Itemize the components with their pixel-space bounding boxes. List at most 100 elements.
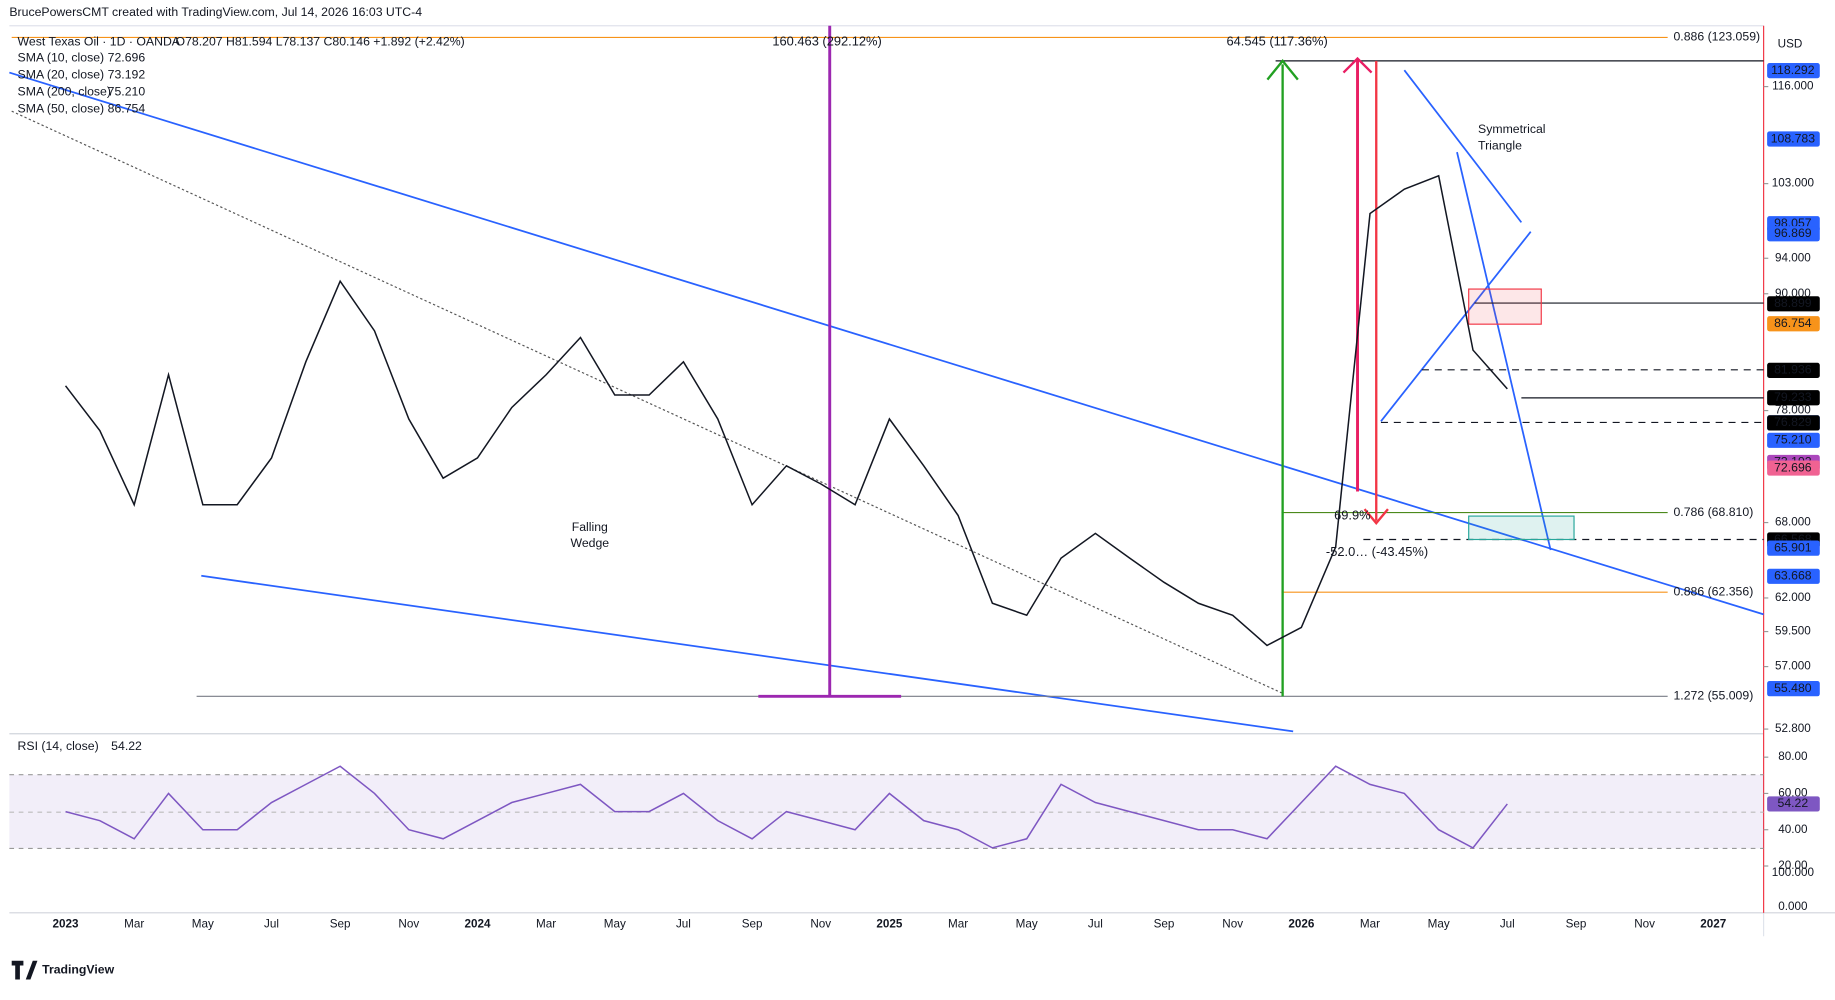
legend-name: SMA (10, close)	[18, 51, 105, 65]
price-tag-label: 65.901	[1774, 540, 1812, 554]
y-tick-label: 62.000	[1775, 591, 1811, 604]
price-tag-label: 63.668	[1774, 569, 1812, 583]
plot: 116.000103.00094.00090.00078.00068.00062…	[53, 63, 1820, 931]
y-tick-label: 94.000	[1775, 251, 1811, 264]
x-tick-label: Mar	[124, 918, 144, 931]
x-tick-label: Nov	[398, 918, 419, 931]
x-tick-label: Jul	[1088, 918, 1103, 931]
legend-value: 86.754	[108, 102, 146, 116]
x-tick-label: 2026	[1288, 918, 1315, 931]
x-tick-label: May	[1016, 918, 1038, 931]
currency: USD	[1778, 38, 1803, 51]
up-arrow-head	[1266, 58, 1299, 81]
x-tick-label: Nov	[810, 918, 831, 931]
annotation: 69.9%	[1334, 507, 1370, 522]
down-arrow-head	[1363, 508, 1389, 525]
price-tag	[1767, 540, 1820, 556]
range-arrow-head	[1342, 56, 1373, 74]
price-tag-label: 76.829	[1774, 415, 1812, 429]
legend-name: SMA (50, close)	[18, 102, 105, 116]
y-tick-label: 116.000	[1772, 80, 1814, 93]
brand: TradingView	[42, 962, 114, 976]
price-tag-label: 96.869	[1774, 226, 1812, 240]
wedge-upper	[9, 71, 1764, 616]
y-tick-label: 57.000	[1775, 660, 1811, 673]
price-tag	[1767, 63, 1820, 79]
x-tick-label: Mar	[948, 918, 968, 931]
triangle-upper	[1403, 69, 1523, 223]
x-tick-label: Sep	[742, 918, 763, 931]
zone	[1468, 515, 1575, 541]
x-tick-label: Jul	[264, 918, 279, 931]
price-tag	[1767, 390, 1820, 406]
fib-label: 0.786 (68.810)	[1674, 505, 1754, 519]
price-tag	[1767, 362, 1820, 378]
price-tag-label: 86.754	[1774, 316, 1812, 330]
x-tick-label: 2024	[464, 918, 491, 931]
price-tag	[1767, 681, 1820, 697]
x-tick-label: May	[1428, 918, 1450, 931]
rsi-tick-label: 60.00	[1778, 787, 1808, 800]
zone	[1468, 288, 1542, 325]
price-tag	[1767, 296, 1820, 312]
price-tag	[1767, 568, 1820, 584]
y-tick-label: 59.500	[1775, 625, 1811, 638]
price-tag	[1767, 432, 1820, 448]
price-tag-label: 55.480	[1774, 681, 1812, 695]
sub-axis-label: 0.000	[1778, 900, 1808, 913]
legend-name: SMA (20, close)	[18, 68, 105, 82]
symbol: West Texas Oil · 1D · OANDA	[18, 34, 181, 48]
price-tag-label: 75.210	[1774, 433, 1812, 447]
x-tick-label: May	[192, 918, 214, 931]
price-tag	[1767, 131, 1820, 147]
x-tick-label: Mar	[1360, 918, 1380, 931]
x-tick-label: Sep	[1566, 918, 1587, 931]
triangle-lower	[1380, 231, 1532, 422]
ohlc: O78.207 H81.594 L78.137 C80.146 +1.892 (…	[176, 34, 465, 48]
rsi-tick-label: 40.00	[1778, 823, 1808, 836]
annotation: Symmetrical Triangle	[1478, 122, 1545, 152]
x-tick-label: Jul	[1500, 918, 1515, 931]
rsi-last: 54.22	[111, 739, 142, 753]
price-tag-label: 88.899	[1774, 296, 1812, 310]
y-tick-label: 52.800	[1775, 722, 1811, 735]
price-tag-label: 118.292	[1771, 63, 1815, 77]
legend-value: 73.192	[108, 68, 146, 82]
annotation: Falling Wedge	[570, 520, 609, 550]
x-tick-label: Nov	[1222, 918, 1243, 931]
price-tag	[1767, 460, 1820, 476]
wedge-label: Falling	[572, 520, 608, 534]
x-tick-label: 2025	[876, 918, 903, 931]
trendlines	[9, 69, 1764, 733]
fib-label: 0.886 (62.356)	[1674, 584, 1754, 598]
x-tick-label: Sep	[330, 918, 351, 931]
price-tag	[1767, 226, 1820, 242]
price-tag	[1767, 316, 1820, 332]
fib-label: 0.886 (123.059)	[1674, 30, 1761, 44]
x-tick-label: 2027	[1700, 918, 1726, 931]
y-tick-label: 68.000	[1775, 516, 1811, 529]
y-tick-label: 78.000	[1775, 404, 1811, 417]
x-tick-label: Nov	[1634, 918, 1655, 931]
rsi-tick-label: 80.00	[1778, 750, 1808, 763]
annotation: 64.545 (117.36%)	[1226, 34, 1327, 49]
dotted-trend	[11, 110, 1282, 694]
price-tag-label: 81.936	[1774, 363, 1812, 377]
label-line: Triangle	[1478, 139, 1522, 153]
price-line	[64, 174, 1508, 647]
x-tick-label: Sep	[1154, 918, 1175, 931]
sub-axis-label: 100.000	[1772, 866, 1815, 879]
credit: BrucePowersCMT created with TradingView.…	[9, 5, 422, 19]
x-tick-label: Jul	[676, 918, 691, 931]
x-tick-label: 2023	[53, 918, 80, 931]
rsi-tag	[1767, 796, 1820, 812]
price-tag-label: 108.783	[1771, 131, 1816, 145]
trend-down	[1456, 151, 1552, 551]
legend-name: SMA (200, close)	[18, 85, 111, 99]
price-tag	[1767, 415, 1820, 431]
rsi-title: RSI (14, close)	[18, 739, 99, 753]
label-line: Wedge	[570, 536, 609, 550]
